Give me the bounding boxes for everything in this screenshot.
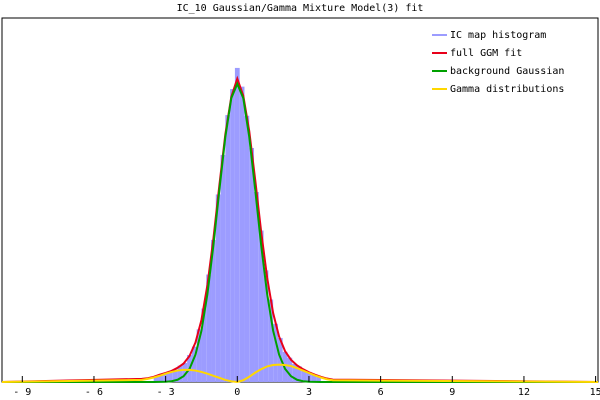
legend-label: background Gaussian <box>450 66 564 77</box>
histogram-bar <box>287 357 293 382</box>
histogram-bar <box>249 148 255 382</box>
histogram-bar <box>196 329 202 382</box>
x-tick-label: 0 <box>234 387 240 398</box>
x-tick-label: 6 <box>378 387 384 398</box>
fit-line <box>1 75 599 383</box>
fit-line <box>2 81 598 383</box>
histogram-bar <box>239 86 245 382</box>
x-tick-label: 15 <box>590 387 600 398</box>
legend-label: full GGM fit <box>450 48 522 59</box>
x-tick-label: 3 <box>306 387 312 398</box>
histogram-bar <box>220 154 226 382</box>
histogram-bar <box>201 308 207 382</box>
histogram-bar <box>215 194 221 382</box>
histogram-bar <box>263 270 269 382</box>
x-tick-label: - 3 <box>157 387 175 398</box>
histogram-bar <box>168 370 173 382</box>
histogram-bar <box>211 239 216 382</box>
histogram-bar <box>292 363 298 382</box>
x-tick-label: - 9 <box>13 387 31 398</box>
histogram-bar <box>268 299 274 382</box>
x-tick-label: - 6 <box>85 387 103 398</box>
histogram-bar <box>230 89 235 383</box>
histogram-bar <box>254 192 259 382</box>
x-tick-label: 9 <box>449 387 455 398</box>
histogram-bar <box>158 374 164 382</box>
histogram-bar <box>244 115 250 382</box>
legend-label: IC map histogram <box>450 30 546 41</box>
histogram-bar <box>316 375 321 382</box>
histogram-bar <box>177 365 183 382</box>
histogram-bar <box>258 230 264 382</box>
histogram-bar <box>191 346 197 382</box>
histogram-bar <box>234 67 240 383</box>
histogram-bar <box>153 376 159 382</box>
histogram-bar <box>206 274 212 382</box>
histogram-bar <box>225 115 231 383</box>
histogram-bar <box>182 362 188 382</box>
x-tick-label: 12 <box>518 387 530 398</box>
histogram-bar <box>301 370 307 382</box>
chart-title: IC_10 Gaussian/Gamma Mixture Model(3) fi… <box>177 3 424 14</box>
histogram-bar <box>311 374 317 382</box>
histogram-bar <box>273 323 278 382</box>
histogram-bar <box>172 369 178 382</box>
legend-label: Gamma distributions <box>450 84 564 95</box>
histogram-bar <box>297 366 302 382</box>
